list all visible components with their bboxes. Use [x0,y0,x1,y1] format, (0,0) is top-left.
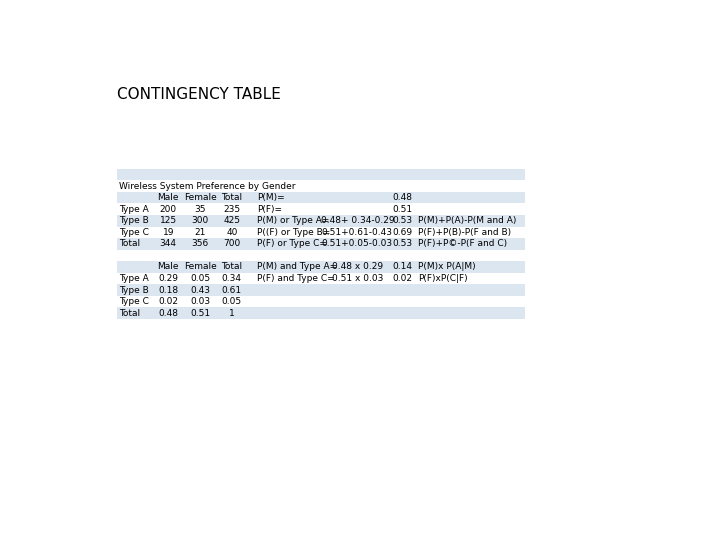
Text: P(F)=: P(F)= [256,205,282,214]
Bar [117,192,525,204]
Text: Type C: Type C [119,228,148,237]
Text: Type B: Type B [119,286,148,294]
Bar [117,180,525,192]
Text: 425: 425 [223,216,240,225]
Bar [117,168,525,180]
Text: P(M)+P(A)-P(M and A): P(M)+P(A)-P(M and A) [418,216,516,225]
Text: Type C: Type C [119,297,148,306]
Text: 0.48: 0.48 [392,193,413,202]
Text: Male: Male [158,193,179,202]
Text: P(F)+P(B)-P(F and B): P(F)+P(B)-P(F and B) [418,228,511,237]
Text: Total: Total [119,309,140,318]
Text: 0.61: 0.61 [222,286,242,294]
Bar [117,273,525,284]
Text: P((F) or Type B=: P((F) or Type B= [256,228,330,237]
Text: 0.69: 0.69 [392,228,413,237]
Text: 0.34: 0.34 [222,274,242,283]
Text: 235: 235 [223,205,240,214]
Text: 0.18: 0.18 [158,286,179,294]
Text: 19: 19 [163,228,174,237]
Text: P(F) or Type C=: P(F) or Type C= [256,239,326,248]
Text: Type A: Type A [119,205,148,214]
Text: 0.48+ 0.34-0.29: 0.48+ 0.34-0.29 [320,216,394,225]
Text: 0.51 x 0.03: 0.51 x 0.03 [332,274,383,283]
Text: 125: 125 [160,216,177,225]
Bar [117,204,525,215]
Text: 700: 700 [223,239,240,248]
Text: Total: Total [221,262,243,272]
Text: 0.05: 0.05 [222,297,242,306]
Text: 0.51+0.05-0.03: 0.51+0.05-0.03 [322,239,393,248]
Text: Total: Total [119,239,140,248]
Text: P(M) or Type A=: P(M) or Type A= [256,216,329,225]
Text: 356: 356 [192,239,209,248]
Text: Female: Female [184,193,217,202]
Text: 1: 1 [229,309,235,318]
Text: 0.29: 0.29 [158,274,179,283]
Text: Type B: Type B [119,216,148,225]
Text: 344: 344 [160,239,177,248]
Text: 0.51: 0.51 [392,205,413,214]
Text: 200: 200 [160,205,177,214]
Text: 0.48 x 0.29: 0.48 x 0.29 [332,262,383,272]
Text: 40: 40 [226,228,238,237]
Text: P(F)+P©-P(F and C): P(F)+P©-P(F and C) [418,239,507,248]
Text: 0.43: 0.43 [190,286,210,294]
Text: P(M) and Type A=: P(M) and Type A= [256,262,337,272]
Text: 0.51+0.61-0.43: 0.51+0.61-0.43 [322,228,393,237]
Text: 300: 300 [192,216,209,225]
Text: 0.05: 0.05 [190,274,210,283]
Text: P(F)xP(C|F): P(F)xP(C|F) [418,274,467,283]
Bar [117,307,525,319]
Text: 21: 21 [194,228,206,237]
Text: 0.48: 0.48 [158,309,179,318]
Text: 0.53: 0.53 [392,216,413,225]
Bar [117,296,525,307]
Text: 0.14: 0.14 [392,262,413,272]
Text: P(M)x P(A|M): P(M)x P(A|M) [418,262,475,272]
Text: 0.53: 0.53 [392,239,413,248]
Bar [117,261,525,273]
Text: 35: 35 [194,205,206,214]
Bar [117,284,525,296]
Bar [117,226,525,238]
Text: Wireless System Preference by Gender: Wireless System Preference by Gender [119,181,295,191]
Text: P(F) and Type C=: P(F) and Type C= [256,274,334,283]
Text: 0.02: 0.02 [158,297,179,306]
Text: Male: Male [158,262,179,272]
Text: P(M)=: P(M)= [256,193,284,202]
Text: Female: Female [184,262,217,272]
Text: 0.03: 0.03 [190,297,210,306]
Text: 0.02: 0.02 [392,274,413,283]
Bar [117,215,525,226]
Text: CONTINGENCY TABLE: CONTINGENCY TABLE [117,86,281,102]
Bar [117,238,525,249]
Text: 0.51: 0.51 [190,309,210,318]
Text: Type A: Type A [119,274,148,283]
Text: Total: Total [221,193,243,202]
Bar [117,249,525,261]
